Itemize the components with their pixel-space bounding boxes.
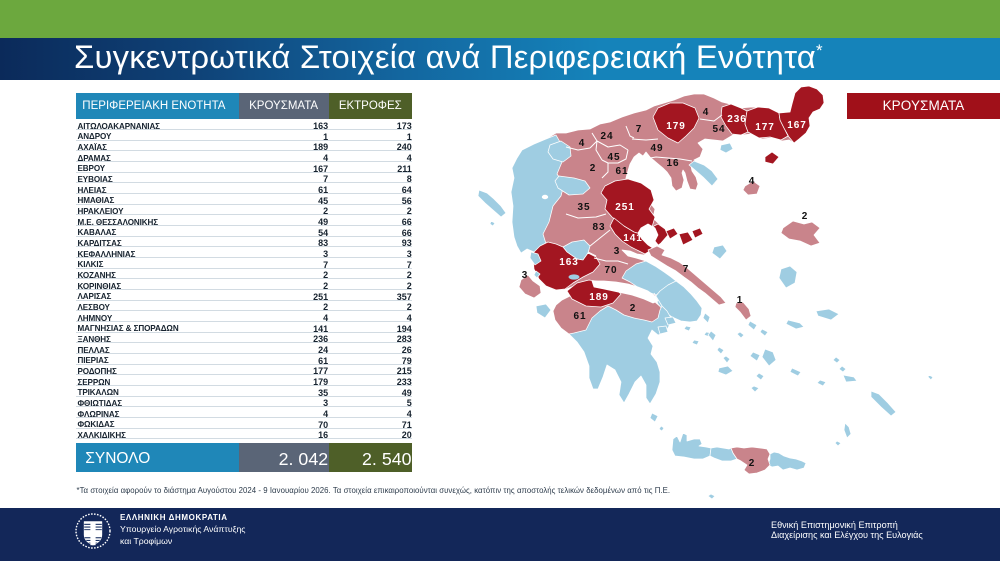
svg-text:1: 1 [737, 295, 743, 306]
svg-text:2: 2 [749, 458, 755, 469]
svg-text:236: 236 [727, 114, 746, 125]
svg-text:141: 141 [623, 233, 642, 244]
svg-text:70: 70 [605, 265, 618, 276]
svg-text:54: 54 [713, 124, 726, 135]
svg-text:3: 3 [614, 246, 620, 257]
svg-text:2: 2 [630, 303, 636, 314]
svg-text:61: 61 [574, 311, 587, 322]
svg-text:189: 189 [589, 292, 608, 303]
svg-text:163: 163 [559, 257, 578, 268]
svg-text:35: 35 [578, 202, 591, 213]
svg-text:4: 4 [703, 107, 709, 118]
svg-text:2: 2 [802, 211, 808, 222]
svg-text:45: 45 [608, 152, 621, 163]
svg-text:251: 251 [615, 202, 634, 213]
svg-text:61: 61 [616, 166, 629, 177]
svg-text:16: 16 [667, 158, 680, 169]
svg-text:177: 177 [755, 122, 774, 133]
svg-text:179: 179 [666, 121, 685, 132]
svg-text:83: 83 [593, 222, 606, 233]
svg-text:167: 167 [787, 120, 806, 131]
svg-text:4: 4 [749, 176, 755, 187]
svg-text:2: 2 [590, 163, 596, 174]
svg-text:7: 7 [683, 264, 689, 275]
svg-text:4: 4 [579, 138, 585, 149]
svg-text:49: 49 [651, 143, 664, 154]
svg-text:7: 7 [636, 124, 642, 135]
svg-text:24: 24 [601, 131, 614, 142]
svg-text:3: 3 [522, 270, 528, 281]
